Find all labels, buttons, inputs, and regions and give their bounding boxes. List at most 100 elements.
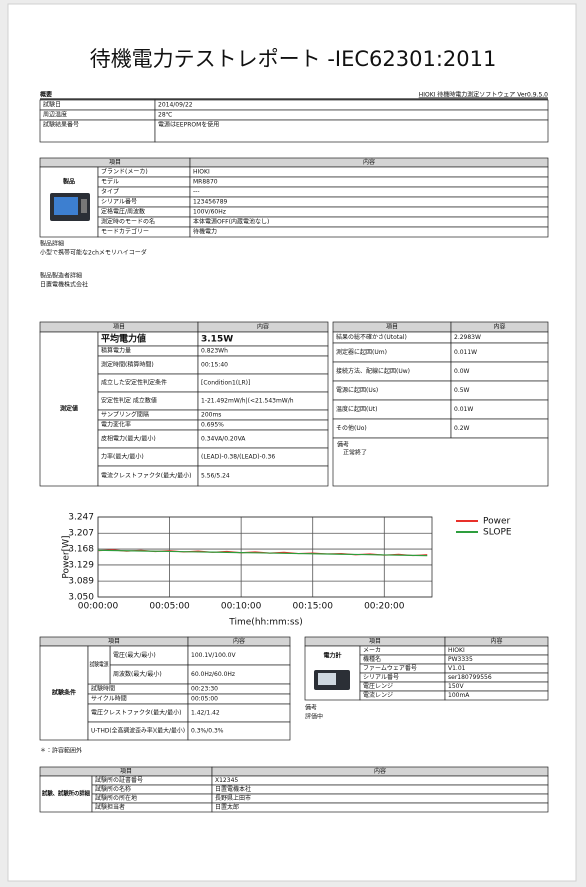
- row-value: 1.42/1.42: [191, 710, 220, 717]
- summary-key: 試験日: [43, 101, 61, 109]
- note-text: 評価中: [305, 713, 323, 721]
- header-label: 項目: [386, 324, 398, 331]
- value-cell: [211, 793, 549, 804]
- row-value: ---: [193, 189, 200, 196]
- detail-text: 日置電機株式会社: [40, 281, 88, 289]
- row-key: 力率(最大/最小): [101, 453, 144, 461]
- y-tick-label: 3.129: [68, 560, 94, 570]
- row-value: ser180799556: [448, 674, 492, 681]
- row-key: 試験担当者: [95, 803, 125, 811]
- row-value: 0.011W: [454, 349, 477, 356]
- y-tick-label: 3.089: [68, 577, 94, 587]
- x-tick-label: 00:05:00: [149, 602, 190, 612]
- x-tick-label: 00:00:00: [78, 602, 119, 612]
- product-screen: [54, 197, 78, 215]
- value-cell: [189, 166, 549, 178]
- row-key: 測定時間(積算時間): [101, 361, 154, 369]
- row-key: 平均電力値: [101, 333, 146, 345]
- sub-group-label: 試験電源: [90, 661, 109, 669]
- row-key: サイクル時間: [91, 695, 127, 703]
- header-label: 内容: [493, 323, 505, 331]
- header-label: 内容: [363, 158, 375, 166]
- header-label: 項目: [113, 324, 125, 331]
- row-value: 100mA: [448, 692, 470, 699]
- row-key: 結果の総不確かさ(Utotal): [336, 333, 407, 341]
- row-value: 00:23:30: [191, 686, 218, 693]
- row-key: サンプリング間隔: [101, 411, 149, 419]
- row-key: モードカテゴリー: [101, 228, 149, 236]
- summary-value: 2014/09/22: [158, 102, 193, 109]
- row-key: 成立した安定性判定条件: [101, 379, 167, 387]
- row-value: 100V/60Hz: [193, 209, 226, 216]
- header-label: 項目: [369, 638, 381, 645]
- report-title: 待機電力テストレポート -IEC62301:2011: [90, 47, 497, 71]
- row-value: 00:05:00: [191, 696, 218, 703]
- row-key: 電力変化率: [101, 421, 131, 429]
- row-value: (LEAD)-0.38/(LEAD)-0.36: [201, 454, 275, 461]
- header-label: 項目: [120, 768, 132, 775]
- summary-value: 28℃: [158, 112, 173, 119]
- x-tick-label: 00:10:00: [221, 602, 262, 612]
- legend-label: SLOPE: [483, 528, 512, 538]
- row-value: 00:15:40: [201, 362, 228, 369]
- row-value: 123456789: [193, 199, 228, 206]
- row-value: MR8870: [193, 179, 218, 186]
- row-key: タイプ: [101, 188, 119, 196]
- row-key: モデル: [101, 178, 119, 186]
- summary-label: 概要: [40, 91, 52, 99]
- row-key: ファームウェア番号: [363, 664, 417, 672]
- row-value: 2.2983W: [454, 334, 481, 341]
- row-key: 電圧(最大/最小): [113, 651, 156, 659]
- row-value: 0.823Wh: [201, 348, 228, 355]
- row-key: 電源に起因(Us): [336, 386, 378, 394]
- row-value: 200ms: [201, 412, 221, 419]
- row-value: 日置太郎: [215, 803, 239, 811]
- row-key: 積算電力量: [101, 347, 131, 355]
- row-value: 100.1V/100.0V: [191, 652, 236, 659]
- summary-value-cell: [154, 119, 549, 143]
- group-label: 電力計: [323, 652, 341, 660]
- plot-frame: [97, 516, 433, 598]
- y-tick-label: 3.207: [68, 529, 94, 539]
- row-value: 日置電機本社: [215, 785, 251, 793]
- x-tick-label: 00:20:00: [364, 602, 405, 612]
- value-cell: [187, 721, 291, 741]
- row-key: シリアル番号: [363, 674, 399, 681]
- note-label: 備考: [337, 441, 349, 449]
- software-version: HIOKI 待機時電力測定ソフトウェア Ver0.9.5.0: [419, 91, 548, 99]
- row-key: ブランド(メーカ): [101, 168, 148, 176]
- row-key: U-THD(全高調波歪み率)(最大/最小): [91, 727, 185, 735]
- data-line: [97, 549, 428, 557]
- value-cell: [189, 186, 549, 198]
- x-tick-label: 00:15:00: [293, 602, 334, 612]
- summary-key: 試験結果番号: [43, 121, 79, 129]
- row-value: 5.56/5.24: [201, 473, 230, 480]
- row-key: 安定性判定 成立数値: [101, 397, 157, 405]
- row-value: 待機電力: [193, 228, 217, 236]
- row-value: 60.0Hz/60.0Hz: [191, 671, 235, 678]
- value-cell: [189, 196, 549, 208]
- note-text: 正常終了: [343, 449, 367, 457]
- row-key: その他(Uo): [336, 424, 367, 432]
- row-key: 試験所の名称: [95, 785, 131, 793]
- row-key: メーカ: [363, 647, 381, 654]
- detail-text: 小型で携帯可能な2chメモリハイコーダ: [40, 249, 147, 257]
- header-label: 内容: [374, 767, 386, 775]
- x-axis-label: Time(hh:mm:ss): [228, 618, 302, 628]
- row-value: 0.0W: [454, 368, 470, 375]
- y-axis-label: Power[W]: [62, 535, 72, 578]
- value-cell: [211, 802, 549, 813]
- sub-group-cell: [87, 645, 111, 685]
- detail-label: 製品詳細: [40, 240, 64, 248]
- footnote: ＊：許容範囲外: [40, 747, 82, 755]
- row-key: 電流レンジ: [363, 691, 393, 699]
- row-value: [Condition1(LR)]: [201, 380, 250, 387]
- value-cell: [189, 176, 549, 188]
- row-value: 0.2W: [454, 425, 470, 432]
- row-value: HIOKI: [193, 169, 210, 176]
- row-key: 機種名: [363, 655, 381, 663]
- summary-value: 電源はEEPROMを使用: [158, 121, 219, 129]
- value-cell: [189, 206, 549, 218]
